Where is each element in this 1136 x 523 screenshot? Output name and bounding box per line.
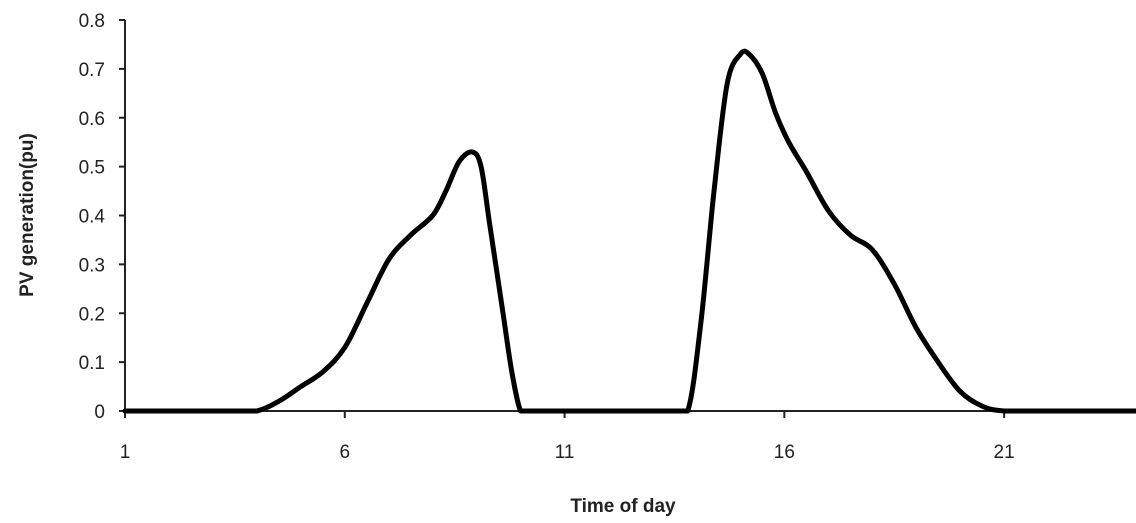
y-tick-label: 0.3: [79, 255, 105, 276]
x-tick-label: 21: [994, 442, 1015, 463]
y-tick-label: 0.8: [79, 11, 105, 32]
x-tick-label: 11: [555, 442, 575, 463]
y-tick-label: 0.4: [79, 207, 106, 228]
y-tick-label: 0.7: [79, 60, 105, 81]
y-tick-label: 0: [94, 402, 105, 423]
y-tick-label: 0.1: [79, 353, 105, 374]
y-tick-label: 0.2: [79, 304, 105, 325]
y-axis-ticks: 0 0.1 0.2 0.3 0.4 0.5 0.6 0.7 0.8: [79, 11, 125, 423]
x-axis-ticks: 1 6 11 16 21: [120, 411, 1015, 463]
series-layer: [122, 48, 1136, 414]
series-line-0: [122, 48, 1136, 414]
y-axis-title: PV generation(pu): [17, 133, 38, 297]
y-tick-label: 0.6: [79, 109, 105, 130]
x-tick-label: 16: [774, 442, 795, 463]
y-tick-label: 0.5: [79, 158, 105, 179]
x-tick-label: 6: [339, 442, 350, 463]
x-axis-title: Time of day: [570, 496, 676, 517]
x-tick-label: 1: [120, 442, 131, 463]
